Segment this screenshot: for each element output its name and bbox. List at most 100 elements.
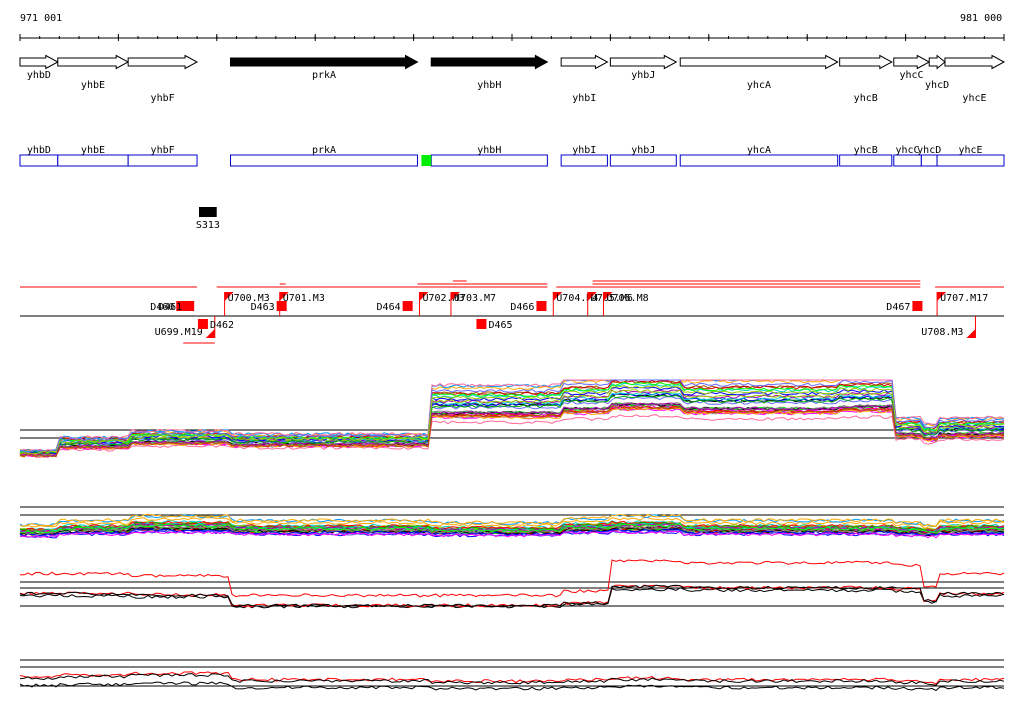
marker-box	[402, 301, 413, 311]
marker-label: D463	[251, 302, 275, 313]
signal-trace	[19, 394, 1005, 456]
signal-trace	[19, 389, 1005, 455]
signal-trace	[19, 379, 1005, 453]
marker-label: D465	[488, 320, 512, 331]
feature-box	[679, 154, 839, 167]
marker-label: D462	[210, 320, 234, 331]
feature-box	[57, 154, 129, 167]
signal-trace	[19, 587, 1005, 609]
signal-tracks	[19, 379, 1005, 692]
marker-flag	[603, 292, 613, 301]
marker-box	[176, 301, 187, 311]
gene-arrow	[893, 54, 931, 70]
signal-trace	[19, 391, 1005, 456]
feature-box	[920, 154, 938, 167]
marker-box	[197, 319, 208, 329]
marker-label: D467	[886, 302, 910, 313]
marker-label: D466	[510, 302, 534, 313]
feature-box	[560, 154, 608, 167]
marker-flag	[279, 292, 289, 301]
signal-trace	[19, 513, 1005, 527]
gene-label: yhbH	[477, 80, 501, 91]
gene-arrow	[839, 54, 893, 70]
gene-track: yhbD yhbE yhbF prkA yhbH yhbI yhbJ yhcA yhcB yhcC…	[19, 54, 1006, 104]
marker-label: U701.M3	[283, 293, 325, 304]
marker-flag	[450, 292, 460, 301]
signal-trace	[19, 525, 1005, 536]
signal-trace	[19, 393, 1005, 456]
signal-trace	[19, 514, 1005, 527]
marker-label: U699.M19	[155, 327, 203, 338]
marker-label: U707.M17	[940, 293, 988, 304]
gene-arrow	[127, 54, 199, 70]
marker-label: U704.M4	[556, 293, 598, 304]
marker-box	[476, 319, 487, 329]
site-box	[199, 207, 217, 217]
signal-trace	[19, 530, 1005, 539]
gene-label: yhbF	[151, 93, 175, 104]
site-label: S313	[196, 220, 220, 231]
signal-trace	[19, 530, 1005, 539]
gene-label: yhcE	[962, 93, 986, 104]
feature-label: prkA	[312, 145, 336, 156]
gene-arrow	[430, 54, 549, 70]
site-track: S313	[196, 207, 220, 231]
marker-flag	[966, 329, 976, 338]
gene-arrow	[679, 54, 839, 70]
feature-box	[229, 154, 418, 167]
highlight-box	[421, 155, 432, 166]
marker-box	[912, 301, 923, 311]
scale-end-label: 981 000	[960, 13, 1003, 24]
gene-label: yhcB	[854, 93, 878, 104]
gene-arrow	[229, 54, 419, 70]
marker-label: U705.M6	[591, 293, 633, 304]
feature-label: yhbF	[151, 145, 175, 156]
signal-trace	[19, 681, 1005, 692]
marker-label: U708.M3	[921, 327, 963, 338]
feature-label: yhbE	[81, 145, 105, 156]
marker-flag	[937, 292, 947, 301]
marker-label: D464	[377, 302, 401, 313]
signal-trace	[19, 559, 1005, 598]
marker-label: U702.M3	[422, 293, 464, 304]
feature-track: yhbD yhbE yhbF prkA yhbH yhbI yhbJ yhcA yhcB yhcC…	[19, 145, 1005, 167]
gene-arrow	[609, 54, 678, 70]
feature-label: yhbD	[27, 145, 51, 156]
feature-label: yhcD	[917, 145, 941, 156]
marker-flag	[205, 329, 215, 338]
gene-label: yhcD	[925, 80, 949, 91]
marker-label: D461	[158, 302, 182, 313]
gene-label: yhbJ	[631, 70, 655, 81]
signal-trace	[19, 379, 1005, 453]
marker-label: U706.M8	[606, 293, 648, 304]
signal-trace	[19, 521, 1005, 533]
marker-label: U703.M7	[454, 293, 496, 304]
signal-trace	[19, 673, 1005, 686]
gene-arrow	[560, 54, 609, 70]
feature-box	[19, 154, 59, 167]
feature-label: yhbJ	[631, 145, 655, 156]
marker-box	[276, 301, 287, 311]
feature-label: yhcE	[958, 145, 982, 156]
marker-box	[536, 301, 547, 311]
marker-flag	[553, 292, 563, 301]
gene-label: yhcA	[747, 80, 771, 91]
scale-start-label: 971 001	[20, 13, 63, 24]
signal-trace	[19, 584, 1005, 608]
gene-arrow	[57, 54, 130, 70]
feature-label: yhcB	[854, 145, 878, 156]
gene-arrow	[944, 54, 1006, 70]
gene-arrow	[19, 54, 59, 70]
signal-trace	[19, 402, 1005, 457]
gene-label: yhbE	[81, 80, 105, 91]
feature-label: yhbI	[572, 145, 596, 156]
gene-label: yhcC	[899, 70, 923, 81]
feature-label: yhcC	[896, 145, 920, 156]
feature-box	[609, 154, 677, 167]
signal-trace	[19, 384, 1005, 455]
signal-trace	[19, 381, 1005, 454]
coordinate-ruler	[19, 34, 1005, 41]
